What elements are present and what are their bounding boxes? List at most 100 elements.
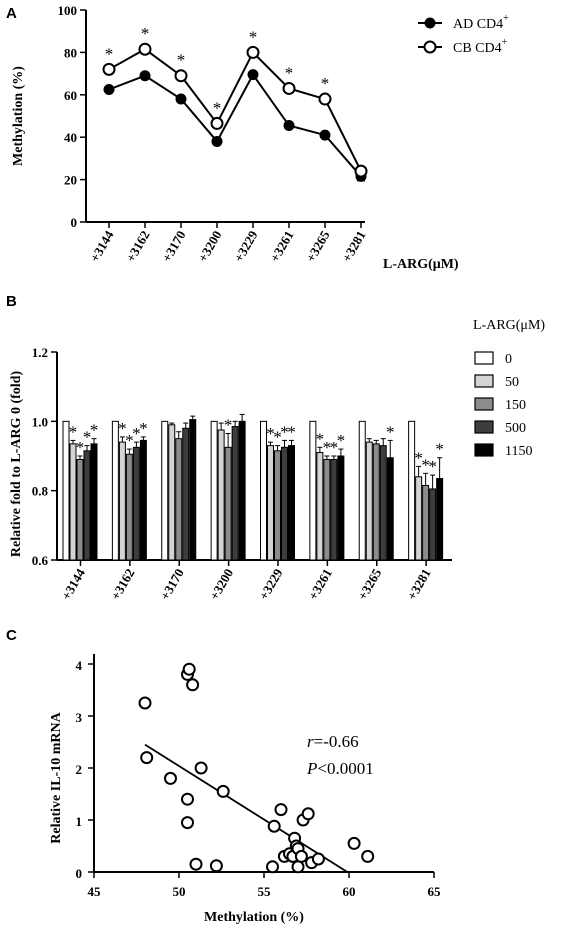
significance-star: * [83, 428, 92, 447]
significance-star: * [285, 63, 294, 82]
bar-150 [76, 458, 84, 561]
bar-500 [83, 450, 91, 561]
significance-star: * [386, 422, 395, 441]
significance-star: * [90, 421, 99, 440]
data-point-ad [319, 129, 331, 141]
panel-b-plot: **** **** * **** **** ***** [62, 413, 444, 561]
y-axis-title: Methylation (%) [11, 66, 26, 166]
x-tick-label: +3261 [305, 566, 335, 602]
scatter-point [194, 761, 208, 775]
scatter-point [216, 784, 230, 798]
legend-label: 1150 [505, 444, 532, 459]
scatter-point [301, 807, 315, 821]
scatter-point [182, 662, 196, 676]
data-point-cb [246, 45, 260, 59]
series-line-cb [108, 48, 362, 172]
data-point-ad [247, 69, 259, 81]
significance-star: * [224, 415, 233, 434]
bar-0 [260, 420, 267, 561]
y-tick-label: 1 [76, 814, 83, 829]
significance-star: * [316, 429, 325, 448]
panel-b-letter: B [6, 293, 17, 310]
significance-star: * [76, 438, 85, 457]
bar-1150 [386, 457, 394, 561]
x-tick-label: +3200 [207, 566, 237, 602]
x-tick-label: 45 [88, 884, 102, 899]
significance-star: * [139, 419, 148, 438]
bar-500 [281, 446, 288, 561]
p-value-annotation: P<0.0001 [306, 759, 374, 778]
bar-50 [217, 429, 225, 561]
significance-star: * [105, 44, 114, 63]
legend-swatch [474, 420, 494, 434]
significance-star: * [132, 424, 141, 443]
y-tick-label: 1.0 [32, 414, 48, 429]
series-line-ad [108, 72, 362, 178]
scatter-point [181, 816, 194, 830]
significance-star: * [266, 424, 275, 443]
panel-c-axes: 0 1 2 3 4 45 50 55 60 65 Methylation (%) Relative I… [49, 654, 441, 925]
panel-c: C 0 1 2 3 4 45 50 55 60 65 Methylation (%) Relative… [6, 627, 441, 925]
correlation-annotation: r=-0.66 [307, 732, 359, 751]
significance-star: * [330, 438, 339, 457]
bar-500 [379, 445, 387, 561]
x-tick-label: 60 [343, 884, 356, 899]
scatter-point [294, 849, 308, 863]
legend-label-sup: + [503, 13, 509, 24]
bar-150 [422, 484, 430, 561]
data-point-ad [139, 70, 151, 82]
significance-star: * [141, 24, 150, 43]
legend-title: L-ARG(μM) [473, 318, 545, 333]
y-tick-label: 40 [64, 130, 77, 145]
bar-150 [175, 438, 183, 561]
bar-0 [309, 420, 317, 561]
significance-star: * [125, 431, 134, 450]
x-tick-label: +3144 [87, 228, 117, 265]
scatter-point [140, 751, 154, 765]
data-point-cb [210, 116, 224, 130]
significance-star: * [69, 422, 78, 441]
bar-1150 [436, 478, 444, 561]
significance-star: * [414, 448, 423, 467]
y-tick-label: 1.2 [32, 345, 48, 360]
x-tick-label: +3229 [256, 566, 286, 603]
bar-0 [408, 420, 416, 561]
x-tick-label: +3281 [404, 566, 434, 602]
data-point-cb [102, 62, 116, 76]
p-value-symbol: P [306, 759, 317, 778]
x-tick-label: 65 [428, 884, 442, 899]
bar-50 [118, 441, 126, 561]
data-point-cb [174, 69, 188, 83]
x-tick-label: +3162 [123, 228, 153, 264]
y-tick-label: 0.6 [32, 553, 49, 568]
significance-star: * [428, 457, 437, 476]
panel-a-plot: * * * * * * * [102, 24, 368, 182]
data-point-cb [138, 42, 152, 56]
p-value-value: <0.0001 [317, 759, 373, 778]
bar-0 [111, 420, 119, 561]
bar-150 [323, 458, 331, 561]
x-tick-label: +3281 [339, 228, 369, 264]
scatter-point [347, 836, 361, 850]
bar-150 [372, 443, 380, 561]
data-point-ad [175, 93, 187, 105]
significance-star: * [421, 455, 430, 474]
x-tick-label: +3144 [58, 566, 88, 603]
x-tick-label: +3162 [108, 566, 138, 602]
legend-label-name: CB CD4 [453, 41, 502, 56]
bar-500 [231, 426, 239, 561]
bar-1150 [90, 443, 98, 561]
significance-star: * [287, 422, 296, 441]
y-tick-label: 20 [64, 173, 77, 188]
bar-50 [415, 476, 423, 561]
correlation-r-symbol: r [307, 732, 314, 751]
y-tick-label: 0 [71, 215, 78, 230]
x-axis-title: L-ARG(μM) [383, 257, 459, 272]
significance-star: * [213, 98, 222, 117]
bar-0 [210, 420, 218, 561]
bar-0 [161, 420, 169, 561]
x-tick-label: +3170 [157, 566, 187, 602]
panel-a-legend: AD CD4+CB CD4+ [418, 13, 509, 56]
bar-500 [132, 446, 140, 561]
